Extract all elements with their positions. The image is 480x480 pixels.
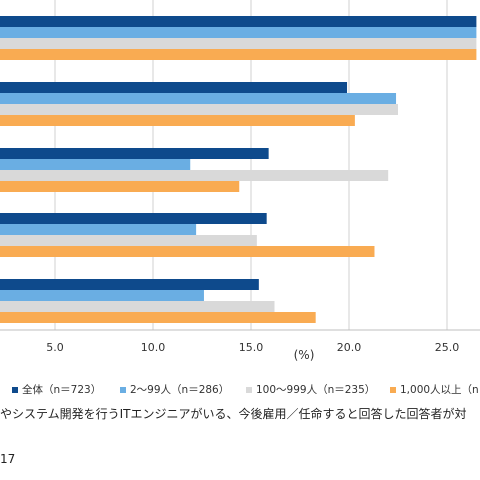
- legend-swatch: [390, 386, 396, 393]
- legend-item: 1,000人以上（n: [390, 382, 479, 397]
- bar: [0, 16, 477, 27]
- legend-swatch: [120, 386, 126, 393]
- bar: [0, 170, 389, 181]
- legend-label: 100〜999人（n＝235）: [256, 384, 376, 396]
- legend-item: 100〜999人（n＝235）: [246, 382, 375, 397]
- bar: [0, 279, 259, 290]
- x-tick-label: 5.0: [46, 341, 64, 354]
- bar: [0, 213, 267, 224]
- chart-legend: 全体（n＝723） 2〜99人（n＝286） 100〜999人（n＝235） 1,00…: [0, 382, 480, 400]
- bar: [0, 104, 398, 115]
- bar: [0, 27, 477, 38]
- x-tick-label: 15.0: [239, 341, 264, 354]
- bar: [0, 235, 257, 246]
- legend-label: 全体（n＝723）: [22, 384, 102, 396]
- bar: [0, 115, 355, 126]
- legend-swatch: [12, 386, 18, 393]
- bar: [0, 38, 477, 49]
- bar: [0, 312, 316, 323]
- x-tick-label: 10.0: [141, 341, 166, 354]
- legend-item: 2〜99人（n＝286）: [120, 382, 229, 397]
- bar: [0, 148, 269, 159]
- bar: [0, 159, 191, 170]
- legend-item: 全体（n＝723）: [12, 382, 101, 397]
- x-axis-label: (%): [294, 348, 315, 362]
- legend-label: 1,000人以上（n: [400, 384, 479, 396]
- bar: [0, 181, 240, 192]
- x-axis-ticks: 5.0 10.0 15.0 20.0 25.0: [46, 341, 459, 354]
- legend-label: 2〜99人（n＝286）: [130, 384, 230, 396]
- legend-swatch: [246, 386, 252, 393]
- bar: [0, 49, 477, 60]
- bar: [0, 290, 204, 301]
- x-tick-label: 20.0: [337, 341, 362, 354]
- year-fragment: 17: [0, 452, 16, 466]
- bar: [0, 224, 197, 235]
- bar: [0, 301, 275, 312]
- footnote-text: やシステム開発を行うITエンジニアがいる、今後雇用／任命すると回答した回答者が対: [0, 407, 467, 421]
- chart-bars: [0, 16, 477, 323]
- bar: [0, 82, 348, 93]
- bar: [0, 93, 397, 104]
- x-tick-label: 25.0: [435, 341, 460, 354]
- bar: [0, 246, 375, 257]
